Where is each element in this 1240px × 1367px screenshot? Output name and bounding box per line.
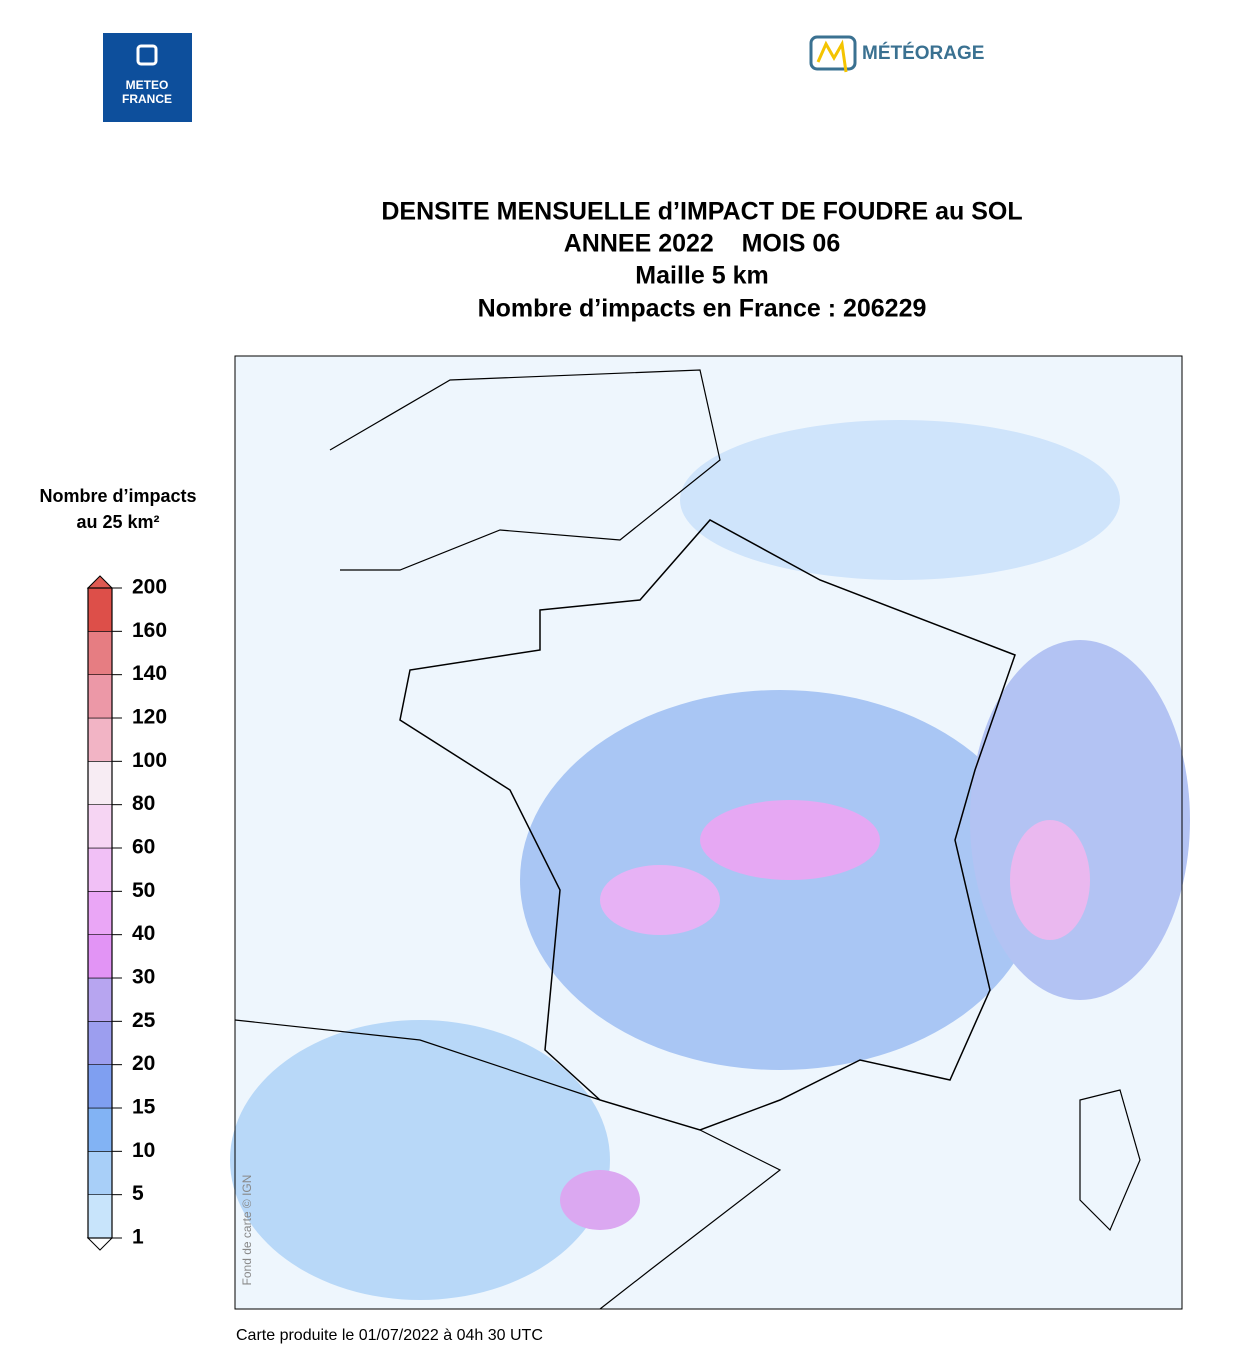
density-area [1010,820,1090,940]
title: DENSITE MENSUELLE d’IMPACT DE FOUDRE au … [381,198,1022,226]
colorbar-label: 30 [132,966,155,989]
colorbar-bin [87,934,113,979]
coastline [234,1019,782,1310]
title: ANNEE 2022 MOIS 06 [564,230,841,258]
colorbar-bin [87,1064,113,1109]
colorbar-label: 100 [132,749,167,772]
meteorage-bolt [816,39,848,73]
colorbar-label: 10 [132,1139,155,1162]
colorbar-bin [87,891,113,935]
meteo-france-logo [103,33,192,122]
colorbar-frame [87,587,113,1239]
title: Maille 5 km [635,262,768,290]
density-area [600,865,720,935]
colorbar-bin [87,1151,113,1195]
colorbar-bin [87,977,113,1022]
colorbar-label: 80 [132,792,155,815]
colorbar-label: 5 [132,1182,144,1205]
map-frame [234,355,1183,1310]
colorbar-bin [87,1021,113,1065]
title: Nombre d’impacts en France : 206229 [478,295,927,323]
logo-text: FRANCE [122,92,172,106]
colorbar-bin [87,631,113,675]
map: Fond de carte © IGN [230,355,1190,1310]
colorbar-under [86,1237,114,1251]
density-area [970,640,1190,1000]
density-area [520,690,1040,1070]
meteorage-icon [809,35,857,71]
colorbar-bin [87,587,113,632]
density-area [700,800,880,880]
colorbar-label: 200 [132,576,167,599]
density-area [230,1020,610,1300]
colorbar-label: 1 [132,1226,144,1249]
colorbar-bin [87,804,113,849]
colorbar-bin [87,674,113,719]
colorbar-bin [87,1107,113,1152]
footer: Carte produite le 01/07/2022 à 04h 30 UT… [236,1327,543,1344]
colorbar-label: 160 [132,619,167,642]
france-outline [399,519,1016,1131]
colorbar-bin [87,847,113,892]
density-area [680,420,1120,580]
colorbar-label: 50 [132,879,155,902]
map-credit: Fond de carte © IGN [240,1175,254,1286]
logo-icon [136,44,158,66]
colorbar-label: 20 [132,1052,155,1075]
colorbar-bin [87,1194,113,1239]
legend-title: Nombre d’impacts [39,486,196,506]
colorbar-bin [87,717,113,762]
colorbar-label: 25 [132,1009,156,1032]
colorbar-label: 15 [132,1096,156,1119]
legend-title: au 25 km² [76,512,159,532]
density-area [560,1170,640,1230]
logo-text: METEO [126,78,169,92]
colorbar-label: 40 [132,922,155,945]
corsica-outline [1079,1089,1141,1232]
colorbar-bin [87,761,113,805]
meteorage-text: MÉTÉORAGE [862,42,984,64]
colorbar-over [86,575,114,589]
colorbar-label: 60 [132,836,155,859]
coastline [329,369,721,571]
colorbar-label: 140 [132,662,167,685]
colorbar-label: 120 [132,706,167,729]
